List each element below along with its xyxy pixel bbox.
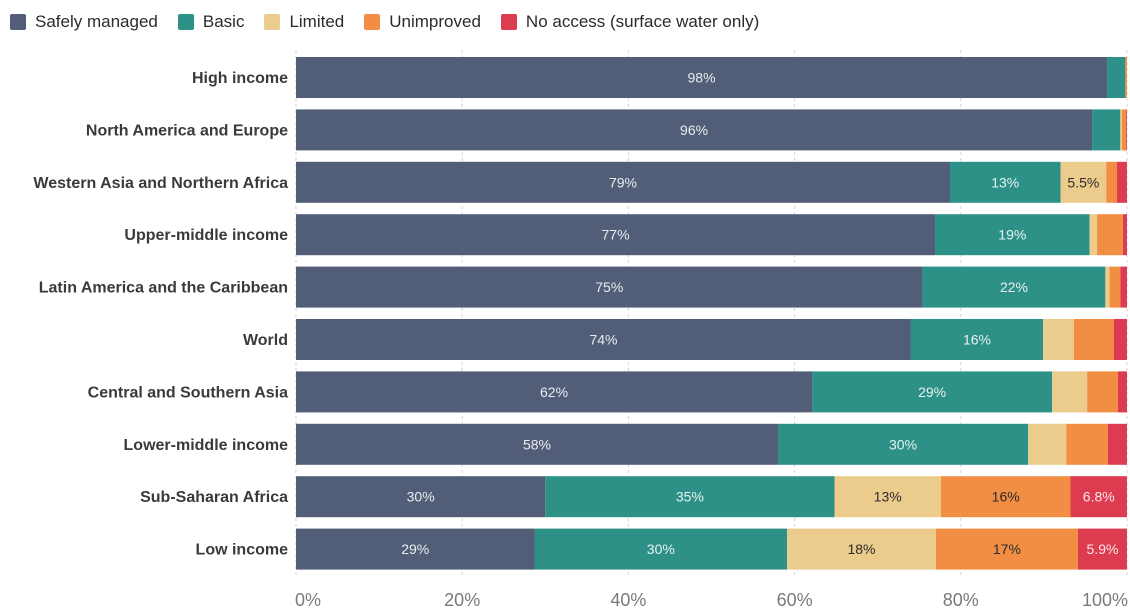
bar-segment-unimproved: [1097, 214, 1123, 255]
bar-segment-unimproved: [1066, 424, 1108, 465]
bar-row-lower-middle-income: Lower-middle income 58% 30%: [124, 424, 1127, 465]
data-label: 29%: [918, 384, 946, 400]
data-label: 98%: [688, 70, 716, 86]
data-label: 35%: [676, 489, 704, 505]
bar-segment-limited: [1028, 424, 1066, 465]
bar-segment-no-access-surface-water-only: [1114, 319, 1127, 360]
data-label: 5.5%: [1067, 174, 1099, 190]
bar-segment-limited: [1052, 371, 1087, 412]
data-label: 79%: [609, 174, 637, 190]
bar-segment-no-access-surface-water-only: [1117, 162, 1127, 203]
bar-segment-no-access-surface-water-only: [1123, 214, 1127, 255]
bar-segment-basic: [1107, 57, 1125, 98]
x-tick-label: 20%: [444, 590, 480, 610]
bar-segment-limited: [1043, 319, 1074, 360]
bar-row-north-america-and-europe: North America and Europe 96%: [86, 109, 1127, 150]
category-label: Upper-middle income: [124, 227, 288, 244]
bar-segment-unimproved: [1087, 371, 1118, 412]
data-label: 13%: [991, 174, 1019, 190]
data-label: 75%: [595, 279, 623, 295]
bar-row-latin-america-and-the-caribbean: Latin America and the Caribbean 75% 22%: [39, 267, 1127, 308]
data-label: 58%: [523, 436, 551, 452]
data-label: 74%: [589, 332, 617, 348]
bar-segment-no-access-surface-water-only: [1120, 267, 1127, 308]
data-label: 30%: [889, 436, 917, 452]
bar-segment-limited: [1105, 267, 1109, 308]
data-label: 96%: [680, 122, 708, 138]
data-label: 13%: [874, 489, 902, 505]
category-label: High income: [192, 70, 288, 87]
bar-segment-limited: [1120, 109, 1122, 150]
data-label: 16%: [992, 489, 1020, 505]
x-axis: 0% 20% 40% 60% 80% 100%: [295, 590, 1128, 610]
bar-row-world: World 74% 16%: [243, 319, 1127, 360]
data-label: 16%: [963, 332, 991, 348]
bar-segment-basic: [1092, 109, 1120, 150]
category-label: Lower-middle income: [124, 437, 289, 454]
bar-segment-unimproved: [1125, 57, 1127, 98]
x-tick-label: 80%: [943, 590, 979, 610]
bar-segment-unimproved: [1122, 109, 1126, 150]
category-label: Western Asia and Northern Africa: [33, 175, 288, 192]
bar-segment-no-access-surface-water-only: [1108, 424, 1127, 465]
bar-row-central-and-southern-asia: Central and Southern Asia 62% 29%: [88, 371, 1127, 412]
data-label: 6.8%: [1083, 489, 1115, 505]
x-tick-label: 100%: [1082, 590, 1128, 610]
bar-segment-no-access-surface-water-only: [1126, 109, 1127, 150]
data-label: 77%: [602, 227, 630, 243]
bar-row-high-income: High income 98%: [192, 57, 1127, 98]
bar-row-western-asia-and-northern-africa: Western Asia and Northern Africa 79% 13% 5.…: [33, 162, 1127, 203]
data-label: 62%: [540, 384, 568, 400]
data-label: 30%: [407, 489, 435, 505]
x-tick-label: 0%: [295, 590, 321, 610]
x-tick-label: 40%: [610, 590, 646, 610]
bars: High income 98% North America and Europe 96…: [33, 57, 1127, 570]
bar-row-low-income: Low income 29% 30% 18% 17% 5.9%: [196, 529, 1127, 570]
bar-segment-unimproved: [1110, 267, 1121, 308]
category-label: Sub-Saharan Africa: [140, 489, 288, 506]
bar-segment-limited: [1090, 214, 1097, 255]
bar-row-upper-middle-income: Upper-middle income 77% 19%: [124, 214, 1127, 255]
data-label: 19%: [998, 227, 1026, 243]
category-label: Low income: [196, 542, 289, 559]
data-label: 30%: [647, 541, 675, 557]
data-label: 29%: [401, 541, 429, 557]
bar-row-sub-saharan-africa: Sub-Saharan Africa 30% 35% 13% 16% 6.8%: [140, 476, 1127, 517]
x-tick-label: 60%: [777, 590, 813, 610]
data-label: 5.9%: [1087, 541, 1119, 557]
category-label: Latin America and the Caribbean: [39, 280, 288, 297]
category-label: World: [243, 332, 288, 349]
data-label: 17%: [993, 541, 1021, 557]
category-label: North America and Europe: [86, 122, 288, 139]
data-label: 22%: [1000, 279, 1028, 295]
bar-segment-unimproved: [1106, 162, 1117, 203]
category-label: Central and Southern Asia: [88, 384, 288, 401]
bar-segment-unimproved: [1074, 319, 1114, 360]
data-label: 18%: [847, 541, 875, 557]
bar-segment-no-access-surface-water-only: [1118, 371, 1127, 412]
